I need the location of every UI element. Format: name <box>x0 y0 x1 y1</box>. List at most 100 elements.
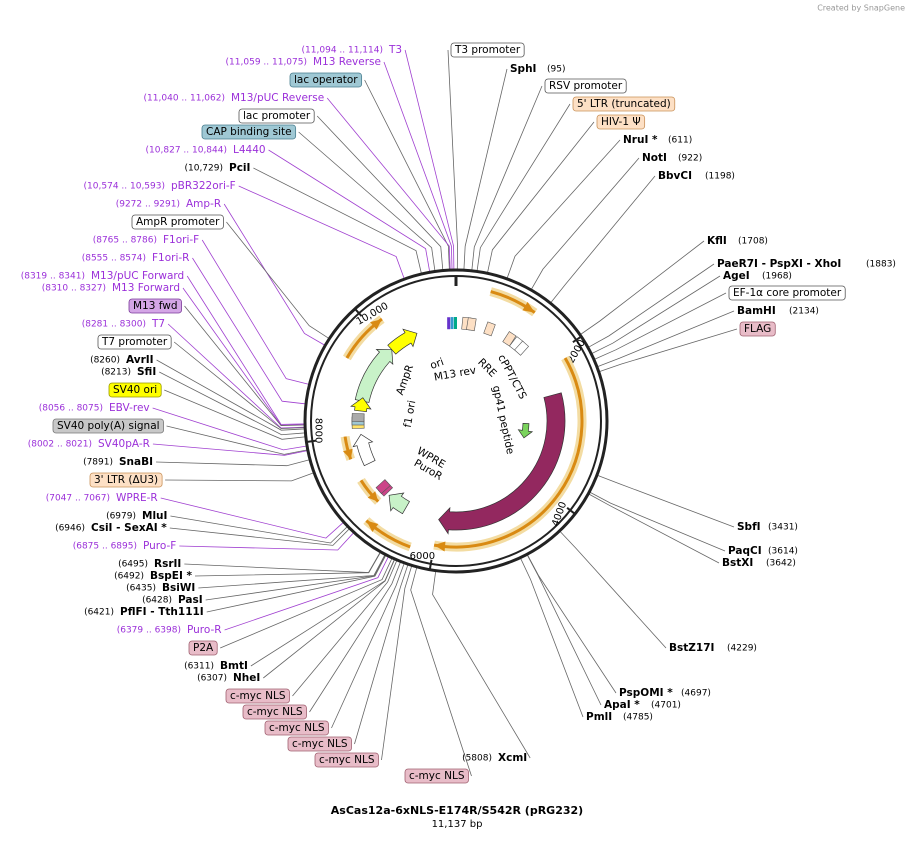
location: (1708) <box>738 237 768 247</box>
site-name: SbfI <box>737 521 761 533</box>
leader-line <box>527 554 617 694</box>
location: (8765 .. 8786) <box>93 236 157 246</box>
leader-line <box>527 555 602 706</box>
primer-name: T7 <box>151 318 165 330</box>
leader-line <box>476 103 571 271</box>
leader-line <box>594 292 727 360</box>
location: (1883) <box>866 260 896 270</box>
feature-label: ori <box>429 356 446 372</box>
feature-name: c-myc NLS <box>292 738 348 750</box>
leader-line <box>206 555 386 613</box>
site-name: BbvCI <box>658 170 692 182</box>
site-name: BstXI <box>722 557 753 569</box>
location: (95) <box>547 65 565 75</box>
primer-name: T3 <box>388 44 402 56</box>
feature-arrow <box>388 492 410 515</box>
location: (4701) <box>651 701 681 711</box>
feature-box <box>544 78 627 94</box>
location: (2134) <box>789 307 819 317</box>
location: (8213) <box>101 368 131 378</box>
leader-line <box>263 559 395 679</box>
feature-name: RSV promoter <box>549 80 623 92</box>
site-name: AgeI <box>723 270 750 282</box>
primer-name: M13 Forward <box>112 282 180 294</box>
leader-line <box>591 275 721 354</box>
ring-tick-label: 6000 <box>410 551 435 562</box>
feature-block <box>351 413 365 423</box>
labels: T3 promoter SphI (95) RSV promoter 5' LTR (t… <box>21 42 896 784</box>
site-name: BsiWI <box>162 582 195 594</box>
site-name: PciI <box>229 162 250 174</box>
leader-line <box>410 567 472 777</box>
feature-name: SV40 poly(A) signal <box>57 420 160 432</box>
primer-name: WPRE-R <box>116 492 158 504</box>
leader-line <box>184 305 305 426</box>
feature-name: c-myc NLS <box>247 706 303 718</box>
feature-label: AmpR <box>394 363 416 397</box>
leader-line <box>471 85 543 270</box>
site-name: BstZ17I <box>669 642 714 654</box>
leader-line <box>599 328 738 372</box>
ring-tick-label: 8000 <box>312 418 323 443</box>
feature-name: c-myc NLS <box>230 690 286 702</box>
location: (8555 .. 8574) <box>82 254 146 264</box>
location: (6946) <box>55 524 85 534</box>
leader-line <box>597 310 735 367</box>
leader-line <box>381 566 412 761</box>
leader-lines <box>152 49 738 777</box>
location: (3431) <box>768 523 798 533</box>
location: (7891) <box>83 458 113 468</box>
site-name: AvrII <box>126 354 154 366</box>
leader-line <box>447 49 458 270</box>
primer-name: F1ori-R <box>152 252 189 264</box>
leader-line <box>364 79 450 270</box>
location: (5808) <box>462 754 492 764</box>
leader-line <box>159 371 305 436</box>
leader-line <box>184 552 381 573</box>
leader-line <box>520 558 584 718</box>
leader-line <box>164 389 305 440</box>
location: (4697) <box>681 689 711 699</box>
location: (6492) <box>114 572 144 582</box>
leader-line <box>170 515 348 544</box>
feature-box <box>131 214 224 230</box>
primer-name: SV40pA-R <box>98 438 150 450</box>
location: (6311) <box>184 662 214 672</box>
feature-label: RRE <box>475 356 499 380</box>
location: (11,059 .. 11,075) <box>226 58 307 68</box>
leader-line <box>487 121 595 273</box>
leader-line <box>192 257 306 405</box>
primer-name: M13/pUC Forward <box>91 270 184 282</box>
leader-line <box>167 323 305 429</box>
location: (611) <box>668 136 692 146</box>
site-name: PasI <box>178 594 203 606</box>
site-name: CsiI - SexAI * <box>91 522 167 534</box>
feature-box <box>225 688 290 704</box>
feature-arrow <box>517 422 534 439</box>
watermark: Created by SnapGene <box>817 4 905 13</box>
site-name: BmtI <box>220 660 248 672</box>
feature-name: HIV-1 Ψ <box>601 116 641 128</box>
length: 11,137 bp <box>432 819 483 830</box>
location: (9272 .. 9291) <box>116 200 180 210</box>
leader-line <box>238 185 405 279</box>
location: (922) <box>678 154 702 164</box>
feature-name: FLAG <box>744 323 771 335</box>
location: (10,729) <box>184 164 223 174</box>
feature-label: gp41 peptide <box>490 385 516 456</box>
leader-line <box>292 560 397 697</box>
leader-line <box>550 175 656 303</box>
feature-block <box>502 331 517 347</box>
feature-name: lac operator <box>294 74 358 86</box>
location: (7047 .. 7067) <box>46 494 110 504</box>
feature-name: EF-1α core promoter <box>733 287 842 299</box>
location: (6495) <box>118 560 148 570</box>
feature-name: M13 fwd <box>133 300 178 312</box>
feature-arrow <box>352 433 376 467</box>
leader-line <box>152 407 307 451</box>
leader-line <box>224 556 389 631</box>
site-name: PspOMI * <box>619 687 673 699</box>
leader-line <box>331 563 405 729</box>
leader-line <box>198 555 385 589</box>
